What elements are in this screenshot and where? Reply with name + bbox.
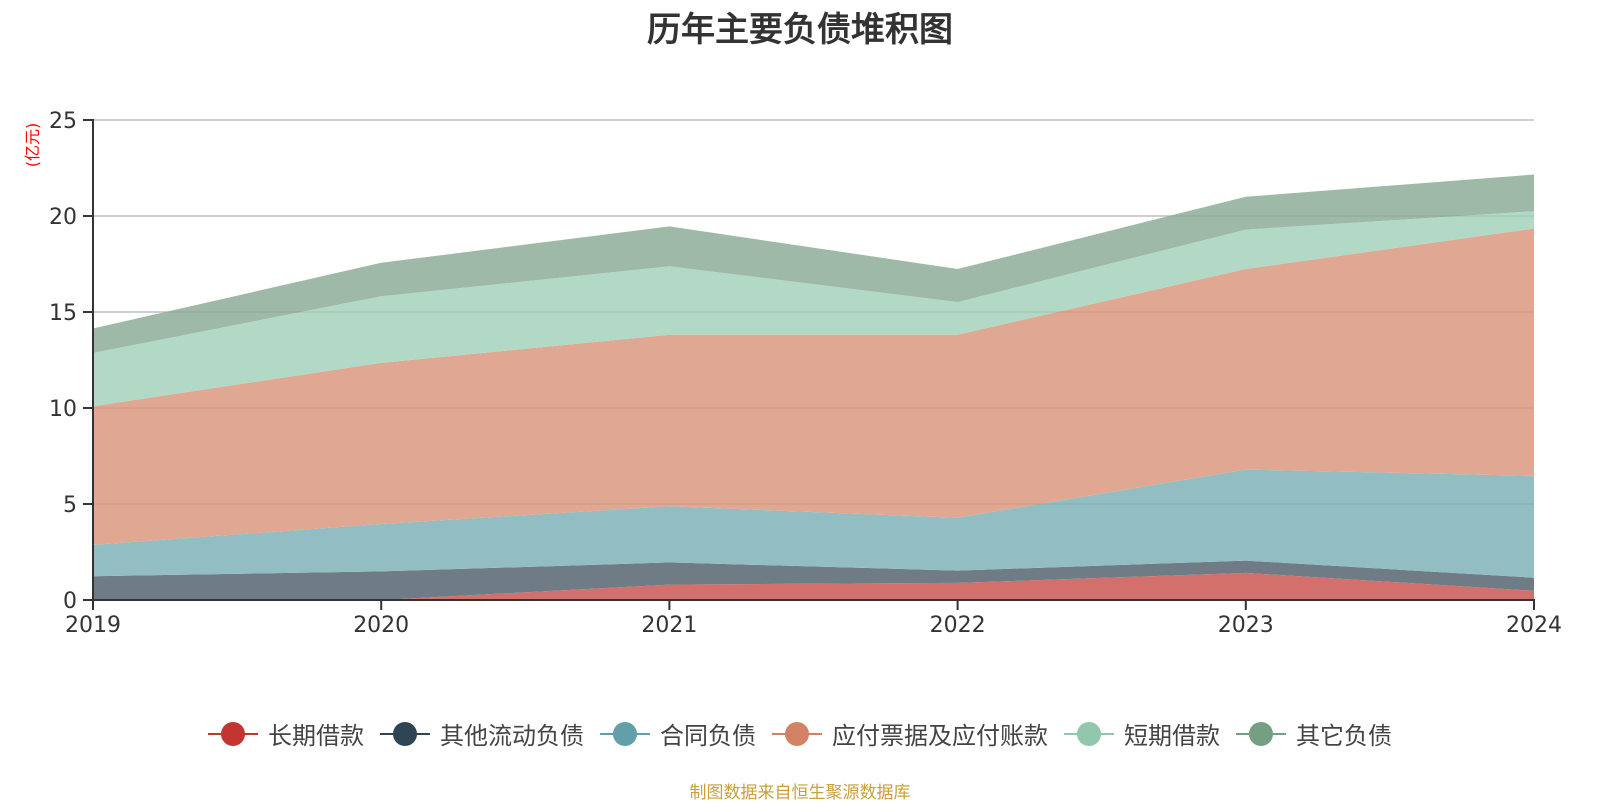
- x-tick-label: 2022: [930, 613, 986, 638]
- x-tick-label: 2021: [641, 613, 697, 638]
- chart-title: 历年主要负债堆积图: [647, 10, 953, 50]
- axes: 0 5 10 15 20 25 2019 2020 2021 2022 2023 2024: [49, 109, 1562, 638]
- area-series-3[interactable]: [93, 228, 1534, 545]
- y-axis-unit-label: (亿元): [23, 123, 42, 168]
- y-tick-label: 10: [49, 397, 77, 422]
- legend-marker-icon: [208, 721, 258, 747]
- x-tick-label: 2024: [1506, 613, 1562, 638]
- y-tick-label: 0: [63, 589, 77, 614]
- area-series-5[interactable]: [93, 174, 1534, 353]
- legend-label: 应付票据及应付账款: [832, 722, 1048, 750]
- area-series-0[interactable]: [93, 572, 1534, 600]
- x-tick-label: 2020: [353, 613, 409, 638]
- legend-item-other-current-liabilities[interactable]: 其他流动负债: [380, 716, 584, 751]
- legend-item-notes-accounts-payable[interactable]: 应付票据及应付账款: [772, 716, 1048, 751]
- y-tick-label: 5: [63, 493, 77, 518]
- y-tick-label: 20: [49, 205, 77, 230]
- legend-label: 短期借款: [1124, 722, 1220, 750]
- y-tick-label: 25: [49, 109, 77, 134]
- legend-marker-icon: [1064, 721, 1114, 747]
- legend-marker-icon: [772, 721, 822, 747]
- legend-label: 其它负债: [1296, 722, 1392, 750]
- legend-item-contract-liabilities[interactable]: 合同负债: [600, 716, 756, 751]
- legend-item-other-liabilities[interactable]: 其它负债: [1236, 716, 1392, 751]
- area-series-4[interactable]: [93, 211, 1534, 407]
- area-series-1[interactable]: [93, 560, 1534, 600]
- legend-item-long-term-loan[interactable]: 长期借款: [208, 716, 364, 751]
- y-tick-label: 15: [49, 301, 77, 326]
- legend-label: 其他流动负债: [440, 722, 584, 750]
- legend-label: 合同负债: [660, 722, 756, 750]
- legend-label: 长期借款: [268, 722, 364, 750]
- x-tick-label: 2023: [1218, 613, 1274, 638]
- legend-marker-icon: [600, 721, 650, 747]
- x-tick-label: 2019: [65, 613, 121, 638]
- legend: 长期借款 其他流动负债 合同负债 应付票据及应付账款 短期借款 其它负债: [0, 716, 1600, 751]
- data-source-footer: 制图数据来自恒生聚源数据库: [689, 783, 911, 803]
- area-series-2[interactable]: [93, 469, 1534, 578]
- legend-marker-icon: [380, 721, 430, 747]
- area-series: [93, 119, 1534, 600]
- legend-marker-icon: [1236, 721, 1286, 747]
- legend-item-short-term-loan[interactable]: 短期借款: [1064, 716, 1220, 751]
